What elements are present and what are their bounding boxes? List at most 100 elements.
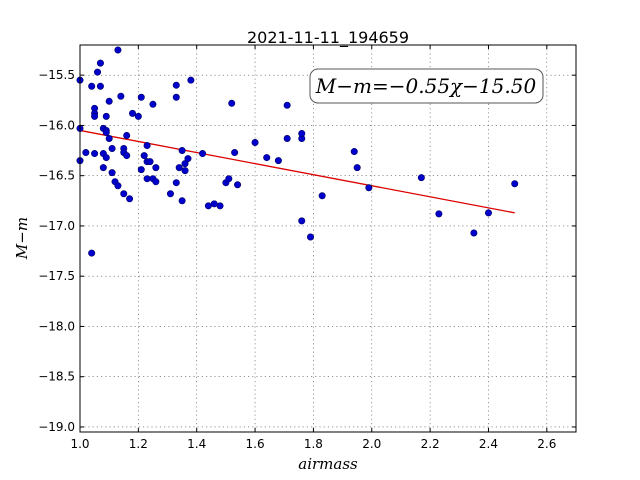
y-tick-label: −16.5 [38,169,75,183]
data-point [231,149,239,157]
annotation-text: M−m=−0.55χ−15.50 [315,74,537,98]
data-point [350,148,358,156]
x-tick-label: 2.6 [537,437,556,451]
data-point [137,93,145,101]
data-point [306,233,314,241]
y-tick-label: −15.5 [38,68,75,82]
data-point [283,101,291,109]
data-point [134,112,142,120]
y-tick-label: −18.0 [38,319,75,333]
data-point [152,164,160,172]
x-tick-label: 1.8 [304,437,323,451]
data-point [94,68,102,76]
y-tick-label: −17.5 [38,269,75,283]
data-point [181,167,189,175]
x-tick-label: 1.4 [187,437,206,451]
data-point [187,76,195,84]
data-point [274,157,282,165]
y-tick-labels: −15.5 −16.0 −16.5 −17.0 −17.5 −18.0 −18.5 −19.0 [38,68,75,434]
data-point [123,131,131,139]
data-point [102,154,110,162]
x-tick-label: 1.6 [246,437,265,451]
data-point [96,82,104,90]
data-point [152,178,160,186]
data-point [96,59,104,67]
data-point [216,202,224,210]
x-tick-label: 1.0 [70,437,89,451]
data-point [225,175,233,183]
data-point [102,112,110,120]
fit-line [79,129,515,214]
data-point [88,249,96,257]
data-points [76,46,519,257]
data-point [149,100,157,108]
data-point [123,152,131,160]
data-point [114,46,122,54]
data-point [91,112,99,120]
y-axis-label: M−m [13,217,31,260]
data-point [470,229,478,237]
equation-annotation: M−m=−0.55χ−15.50 [309,68,544,104]
data-point [99,164,107,172]
data-point [129,109,137,117]
x-tick-label: 1.2 [129,437,148,451]
data-point [178,197,186,205]
data-point [251,139,259,147]
data-point [172,81,180,89]
data-point [365,184,373,192]
data-point [298,129,306,137]
data-point [204,202,212,210]
data-point [105,134,113,142]
data-point [117,92,125,100]
data-point [435,210,443,218]
data-point [102,128,110,136]
data-point [318,192,326,200]
data-point [126,195,134,203]
x-tick-label: 2.2 [421,437,440,451]
annotation-box [309,68,544,104]
data-point [108,169,116,177]
data-point [120,190,128,198]
data-point [143,142,151,150]
x-axis-label: airmass [298,455,358,473]
y-tick-label: −16.0 [38,118,75,132]
data-point [210,200,218,208]
ticks [79,45,576,432]
data-point [298,217,306,225]
data-point [283,134,291,142]
y-tick-label: −19.0 [38,420,75,434]
x-tick-labels: 1.0 1.2 1.4 1.6 1.8 2.0 2.2 2.4 2.6 [70,437,556,451]
data-point [417,174,425,182]
data-point [114,182,122,190]
data-point [484,209,492,217]
data-point [511,180,519,188]
x-tick-label: 2.4 [479,437,498,451]
data-point [105,97,113,105]
y-tick-label: −18.5 [38,370,75,384]
data-point [108,145,116,153]
data-point [91,150,99,158]
data-point [88,82,96,90]
data-point [166,190,174,198]
data-point [146,158,154,166]
data-point [234,181,242,189]
data-point [184,155,192,163]
data-point [143,175,151,183]
data-point [172,93,180,101]
data-point [140,152,148,160]
y-tick-label: −17.0 [38,219,75,233]
data-point [178,147,186,155]
data-point [137,166,145,174]
x-tick-label: 2.0 [362,437,381,451]
plot-frame [79,44,577,433]
fit-layer [79,129,515,214]
data-point [172,179,180,187]
data-point [175,164,183,172]
data-point [353,164,361,172]
data-point [228,99,236,107]
data-point [199,150,207,158]
chart-title: 2021-11-11_194659 [247,28,409,48]
data-point [82,149,90,157]
data-point [263,154,271,162]
